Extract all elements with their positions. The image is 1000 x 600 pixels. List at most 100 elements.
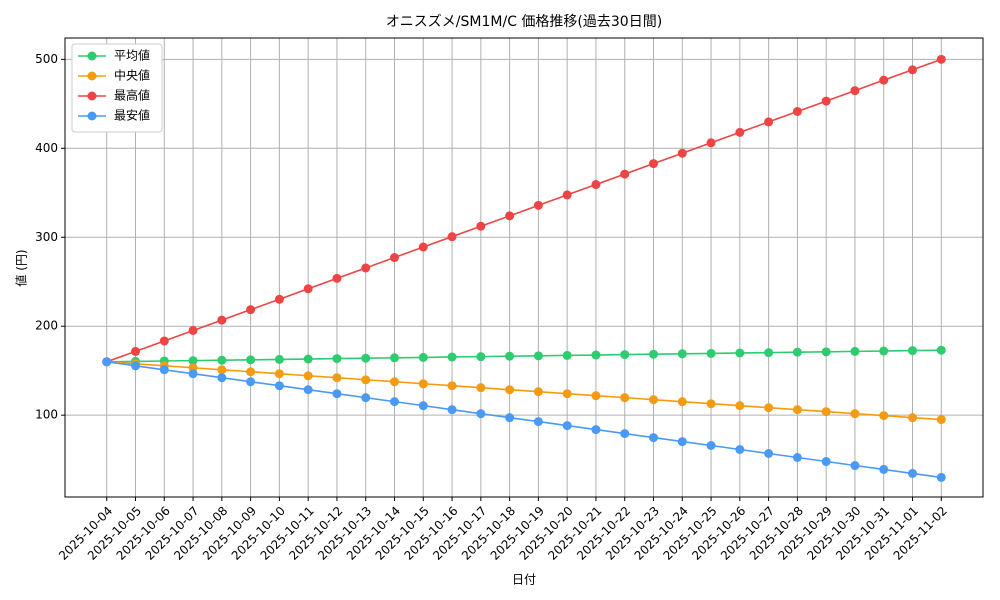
data-point [677, 349, 687, 359]
data-point [390, 253, 400, 263]
data-point [332, 354, 342, 364]
data-point [476, 352, 486, 362]
data-point [390, 377, 400, 387]
data-point [620, 393, 630, 403]
data-point [476, 383, 486, 393]
data-point [246, 377, 256, 387]
series [102, 357, 946, 425]
series-line [106, 349, 942, 363]
data-point [562, 190, 572, 200]
y-tick-label: 500 [35, 52, 58, 66]
data-point [735, 127, 745, 137]
legend-label: 平均値 [114, 48, 150, 63]
legend-marker [87, 71, 97, 81]
y-tick-label: 100 [35, 408, 58, 422]
data-point [361, 353, 371, 363]
data-point [505, 211, 515, 221]
data-point [246, 367, 256, 377]
y-tick-label: 400 [35, 141, 58, 155]
data-point [303, 284, 313, 294]
data-point [361, 263, 371, 273]
data-point [821, 96, 831, 106]
data-point [735, 401, 745, 411]
data-point [850, 461, 860, 471]
legend-label: 最高値 [114, 88, 150, 103]
data-point [217, 355, 227, 365]
data-point [706, 138, 716, 148]
data-point [476, 409, 486, 419]
data-point [562, 350, 572, 360]
data-point [764, 403, 774, 413]
data-point [591, 391, 601, 401]
data-point [361, 375, 371, 385]
data-point [418, 379, 428, 389]
data-point [764, 348, 774, 358]
data-point [361, 393, 371, 403]
data-point [447, 405, 457, 415]
data-point [879, 346, 889, 356]
data-point [936, 345, 946, 355]
data-point [821, 457, 831, 467]
data-point [390, 353, 400, 363]
data-point [764, 449, 774, 459]
data-point [792, 405, 802, 415]
data-point [792, 347, 802, 357]
data-point [850, 346, 860, 356]
data-point [533, 200, 543, 210]
data-point [332, 373, 342, 383]
data-point [188, 369, 198, 379]
data-point [188, 325, 198, 335]
data-point [648, 159, 658, 169]
data-point [303, 385, 313, 395]
data-point [648, 395, 658, 405]
data-point [533, 351, 543, 361]
series-line [106, 360, 942, 479]
data-point [505, 413, 515, 423]
data-point [274, 294, 284, 304]
data-point [188, 356, 198, 366]
data-point [706, 348, 716, 358]
data-point [159, 365, 169, 375]
data-point [591, 350, 601, 360]
legend-box [71, 43, 163, 133]
data-point [907, 346, 917, 356]
data-point [418, 401, 428, 411]
legend-marker [87, 91, 97, 101]
data-point [706, 440, 716, 450]
series [102, 357, 946, 482]
data-point [620, 350, 630, 360]
data-point [332, 273, 342, 283]
data-point [936, 54, 946, 64]
data-point [735, 444, 745, 454]
data-point [447, 352, 457, 362]
data-point [274, 354, 284, 364]
series-line [106, 58, 942, 363]
data-point [620, 429, 630, 439]
data-point [505, 385, 515, 395]
data-point [217, 373, 227, 383]
data-point [274, 381, 284, 391]
data-point [850, 86, 860, 96]
data-point [792, 106, 802, 116]
data-point [246, 305, 256, 315]
x-axis-label: 日付 [512, 573, 536, 587]
legend-marker [87, 51, 97, 61]
data-point [390, 397, 400, 407]
legend-label: 中央値 [114, 68, 150, 83]
data-point [102, 357, 112, 367]
legend-marker [87, 111, 97, 121]
data-point [418, 242, 428, 252]
series-line [106, 360, 942, 421]
data-point [562, 389, 572, 399]
data-point [418, 352, 428, 362]
data-point [792, 453, 802, 463]
data-point [159, 336, 169, 346]
data-point [677, 148, 687, 158]
legend-label: 最安値 [114, 108, 150, 123]
data-point [879, 411, 889, 421]
data-point [131, 361, 141, 371]
data-point [677, 437, 687, 447]
data-point [447, 381, 457, 391]
series [102, 345, 946, 367]
